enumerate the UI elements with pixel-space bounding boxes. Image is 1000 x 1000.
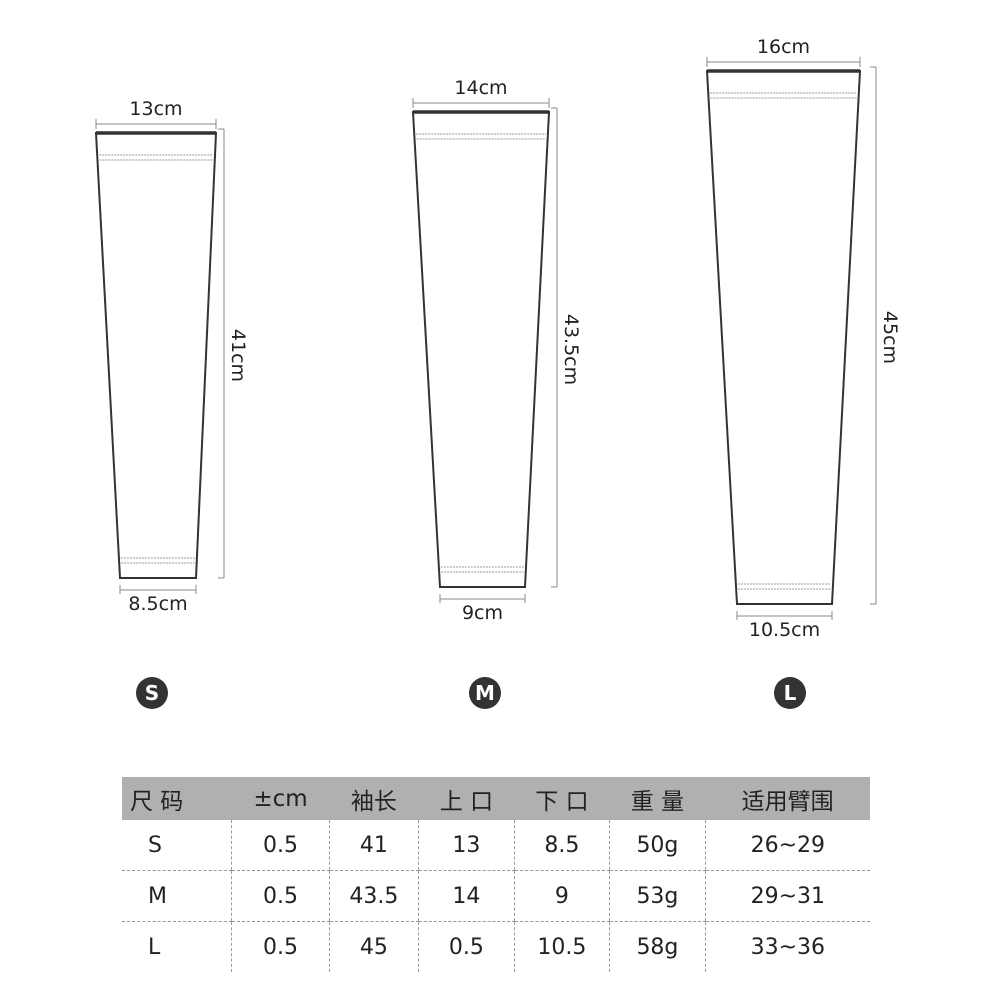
table-cell: M	[122, 870, 232, 922]
sleeve-l: 16cm 45cm 10.5cm L	[705, 36, 901, 709]
sleeve-outline	[411, 111, 551, 588]
sleeve-s: 13cm 41cm 8.5cm S	[94, 98, 249, 709]
svg-text:L: L	[784, 681, 797, 705]
table-cell: L	[148, 934, 161, 960]
svg-text:M: M	[475, 681, 495, 705]
top-width-label: 16cm	[757, 36, 810, 58]
table-row: M 0.5 43.5 14 9 53g 29~31	[122, 870, 870, 922]
column-header: 重 量	[609, 777, 706, 820]
table-cell: 0.5	[231, 870, 330, 922]
table-cell: 50g	[609, 820, 706, 871]
table-cell: 0.5	[231, 921, 330, 972]
table-cell: 43.5	[328, 870, 419, 922]
bottom-width-label: 9cm	[462, 602, 503, 624]
column-header: 上 口	[418, 777, 515, 820]
sleeve-outline	[94, 132, 218, 579]
column-header: ±cm	[231, 777, 330, 820]
size-badge-s: S	[136, 677, 168, 709]
table-cell: 14	[418, 870, 515, 922]
size-badge-m: M	[469, 677, 501, 709]
table-row: L 0.5 45 0.5 10.5 58g 33~36	[122, 921, 870, 972]
table-cell: 10.5	[513, 921, 610, 972]
column-header: 尺 码	[122, 777, 232, 820]
table-cell: 0.5	[418, 921, 515, 972]
table-cell: 33~36	[704, 921, 870, 972]
sleeve-outline	[705, 70, 862, 605]
column-header: 袖长	[329, 777, 419, 820]
column-header: 适用臂围	[705, 777, 870, 820]
table-cell: 53g	[609, 870, 706, 922]
table-row: S 0.5 41 13 8.5 50g 26~29	[122, 820, 870, 871]
top-width-label: 14cm	[454, 77, 507, 99]
table-cell: 8.5	[513, 820, 610, 871]
length-label: 41cm	[227, 329, 249, 382]
table-cell: 13	[418, 820, 515, 871]
top-width-label: 13cm	[129, 98, 182, 120]
table-cell: 0.5	[231, 820, 330, 871]
table-cell: 45	[328, 921, 419, 972]
table-cell: 9	[513, 870, 610, 922]
table-cell: 58g	[609, 921, 706, 972]
svg-text:S: S	[145, 681, 159, 705]
table-cell: 26~29	[704, 820, 870, 871]
length-label: 45cm	[879, 311, 901, 364]
column-header: 下 口	[514, 777, 610, 820]
size-table: 尺 码 ±cm 袖长上 口下 口重 量适用臂围 S 0.5 41 13 8.5 50g 26~2…	[122, 777, 870, 972]
table-cell: 41	[328, 820, 419, 871]
bottom-width-label: 10.5cm	[749, 619, 820, 641]
table-cell: 29~31	[704, 870, 870, 922]
length-label: 43.5cm	[560, 314, 582, 385]
bottom-width-label: 8.5cm	[128, 593, 187, 615]
sleeve-m: 14cm 43.5cm 9cm M	[411, 77, 582, 709]
size-badge-l: L	[774, 677, 806, 709]
table-cell: S	[122, 820, 232, 871]
